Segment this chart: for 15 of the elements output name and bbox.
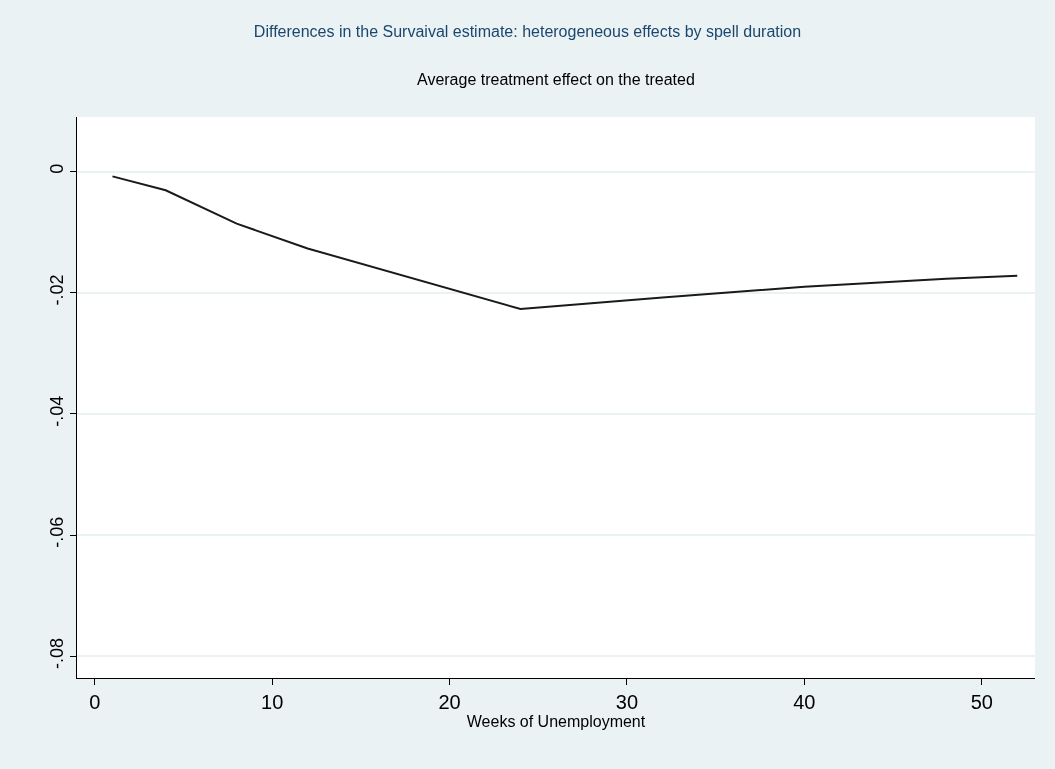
y-tick-label: 0: [46, 163, 67, 174]
chart-title: Differences in the Survaival estimate: heterogeneous effects by spell duration: [253, 22, 802, 40]
x-axis-title: Weeks of Unemployment: [466, 713, 646, 730]
x-tick-label: 10: [261, 691, 284, 713]
y-tick-label: -.08: [46, 637, 67, 670]
y-tick-label: -.04: [46, 395, 67, 427]
chart-subtitle: Average treatment effect on the treated: [417, 71, 695, 88]
x-tick-label: 30: [615, 691, 639, 713]
x-tick-label: 40: [793, 691, 816, 713]
y-tick-label: -.02: [46, 274, 67, 306]
x-tick-label: 20: [438, 691, 461, 713]
x-tick-label: 50: [970, 691, 993, 713]
line-series: [111, 175, 1019, 311]
x-tick-label: 0: [89, 691, 101, 713]
y-tick-label: -.06: [46, 516, 67, 548]
